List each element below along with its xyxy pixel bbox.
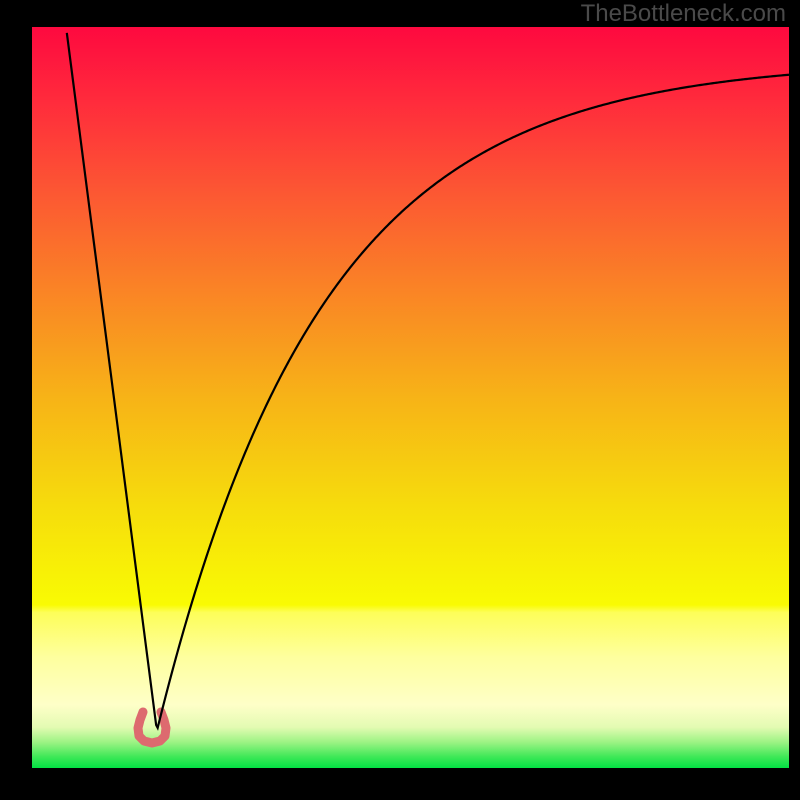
bottleneck-curve — [67, 33, 789, 728]
curve-layer — [32, 27, 789, 768]
plot-area — [32, 27, 789, 768]
highlight-marker — [138, 712, 166, 743]
watermark-text: TheBottleneck.com — [581, 0, 786, 28]
